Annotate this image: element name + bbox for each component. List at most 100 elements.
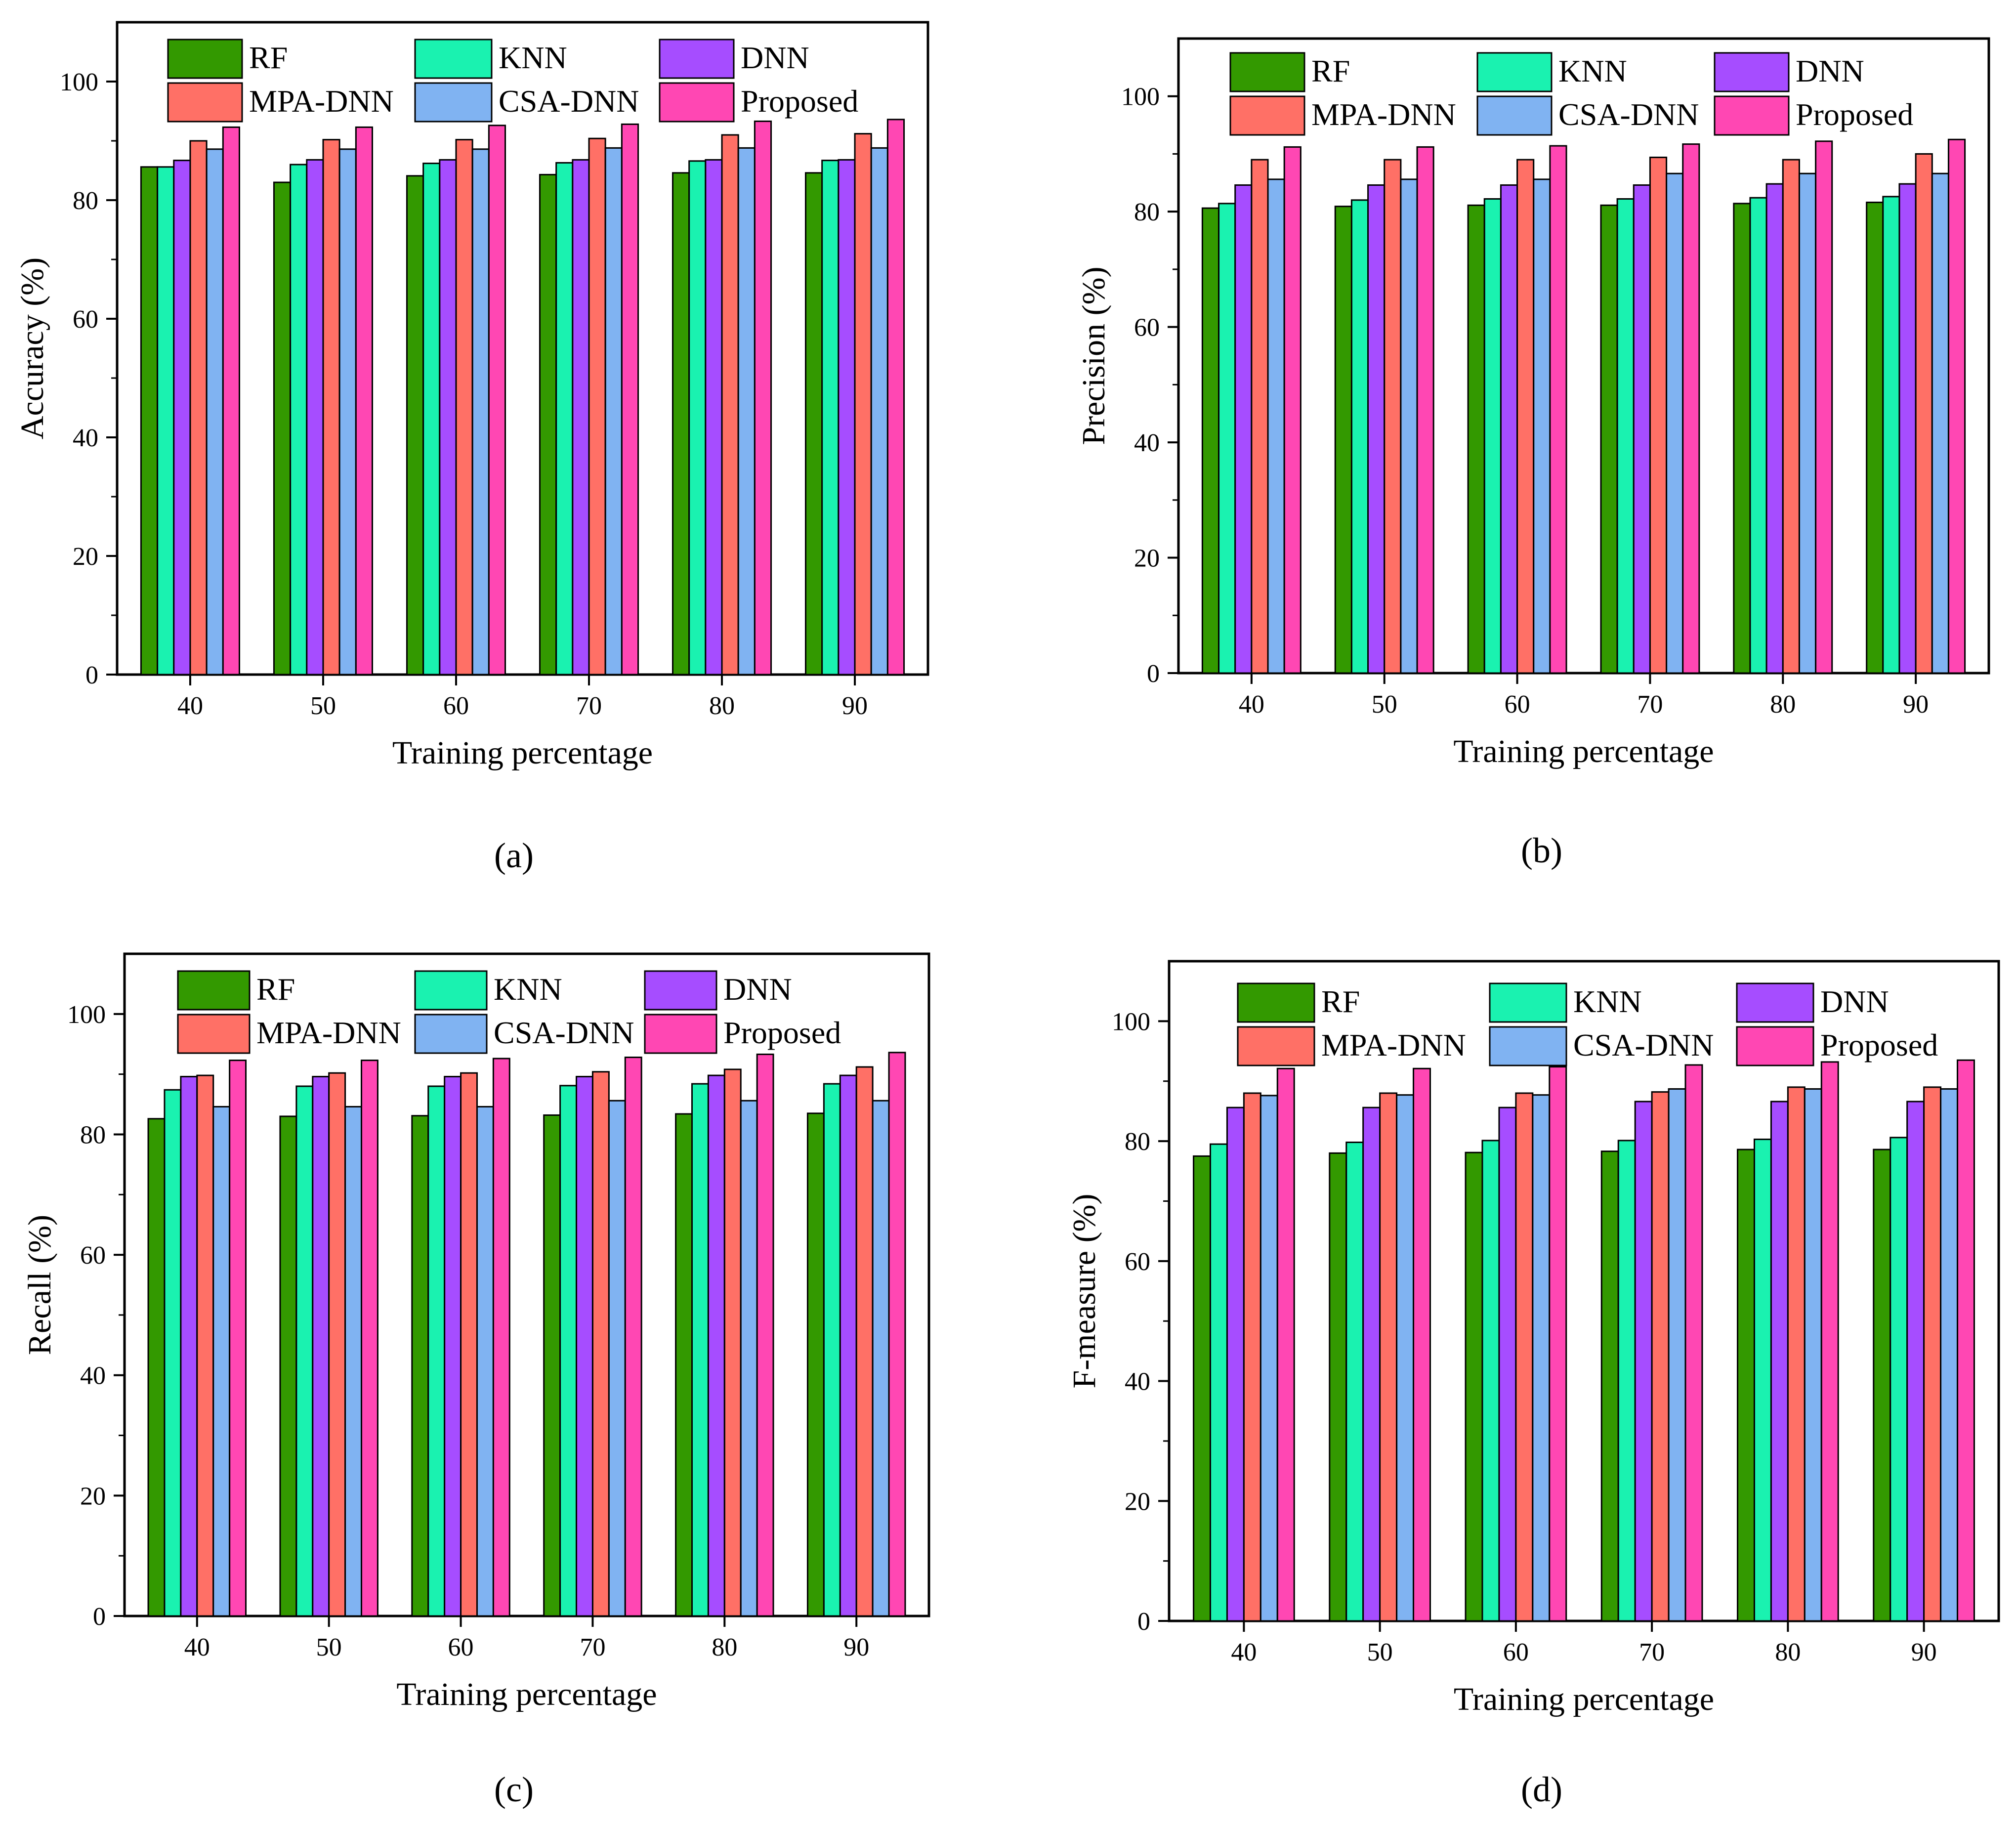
bar-csa-dnn — [1532, 1094, 1551, 1622]
y-tick-label: 0 — [1147, 660, 1160, 688]
bar-mpa-dnn — [855, 1066, 874, 1617]
legend-swatch-mpa-dnn — [167, 82, 243, 123]
bar-knn — [1882, 196, 1900, 674]
y-tick-label: 60 — [80, 1241, 106, 1270]
bar-knn — [164, 1089, 182, 1617]
bar-proposed — [1820, 1061, 1839, 1622]
bar-dnn — [1498, 1106, 1517, 1622]
legend-swatch-knn — [414, 970, 488, 1011]
bar-knn — [1749, 197, 1767, 674]
legend-swatch-rf — [177, 970, 251, 1011]
bar-proposed — [1957, 1059, 1975, 1622]
bar-proposed — [222, 126, 240, 676]
bar-dnn — [1362, 1106, 1381, 1622]
bar-dnn — [180, 1076, 198, 1617]
x-tick-label: 70 — [576, 692, 602, 720]
bar-csa-dnn — [476, 1106, 494, 1617]
legend-swatch-csa-dnn — [414, 1014, 488, 1054]
bar-rf — [1465, 1151, 1483, 1622]
bar-dnn — [312, 1076, 330, 1617]
legend-label-csa-dnn: CSA-DNN — [1573, 1027, 1714, 1063]
legend-swatch-knn — [1476, 52, 1553, 92]
y-tick-label: 0 — [1137, 1608, 1150, 1636]
bar-dnn — [1765, 183, 1784, 674]
bar-dnn — [1367, 184, 1386, 674]
legend-swatch-knn — [414, 39, 493, 79]
bar-rf — [140, 166, 159, 676]
x-axis-title: Training percentage — [1454, 1681, 1714, 1717]
legend-label-dnn: DNN — [1820, 984, 1889, 1019]
legend-swatch-mpa-dnn — [177, 1014, 251, 1054]
bar-dnn — [572, 159, 590, 676]
x-axis-title: Training percentage — [396, 1676, 657, 1712]
bar-csa-dnn — [870, 147, 888, 676]
bar-knn — [1616, 198, 1635, 674]
bar-knn — [1481, 1140, 1500, 1622]
bar-dnn — [173, 160, 191, 676]
y-tick-label: 0 — [85, 661, 98, 689]
bar-csa-dnn — [212, 1106, 231, 1617]
bar-rf — [406, 175, 424, 676]
legend-swatch-csa-dnn — [414, 82, 493, 123]
bar-mpa-dnn — [854, 133, 872, 676]
bar-knn — [427, 1085, 446, 1617]
x-tick-label: 70 — [580, 1633, 605, 1661]
legend-label-proposed: Proposed — [1796, 97, 1913, 132]
bar-mpa-dnn — [1251, 159, 1269, 674]
legend-swatch-rf — [1229, 52, 1305, 92]
y-tick-label: 100 — [1112, 1008, 1150, 1036]
legend-swatch-dnn — [1714, 52, 1790, 92]
bar-csa-dnn — [1804, 1088, 1822, 1622]
x-tick-label: 40 — [1231, 1638, 1257, 1666]
bar-rf — [1737, 1148, 1755, 1622]
y-tick-label: 40 — [73, 424, 98, 452]
bar-dnn — [1633, 184, 1651, 674]
bar-dnn — [306, 159, 324, 676]
panel-caption: (d) — [1521, 1770, 1562, 1809]
x-tick-label: 40 — [177, 692, 203, 720]
legend-label-rf: RF — [1311, 53, 1350, 88]
bar-knn — [821, 160, 840, 676]
bar-rf — [1201, 207, 1220, 674]
y-tick-label: 40 — [1134, 429, 1160, 457]
legend-label-dnn: DNN — [1796, 53, 1864, 88]
legend-swatch-mpa-dnn — [1237, 1026, 1315, 1066]
bar-dnn — [1234, 184, 1253, 674]
bar-mpa-dnn — [1782, 159, 1800, 674]
legend-label-csa-dnn: CSA-DNN — [494, 1015, 634, 1050]
bar-knn — [1218, 203, 1236, 674]
bar-csa-dnn — [1668, 1088, 1686, 1622]
bar-proposed — [754, 120, 772, 676]
x-tick-label: 50 — [1367, 1638, 1393, 1666]
bar-proposed — [1682, 143, 1700, 674]
legend-label-rf: RF — [1321, 984, 1360, 1019]
x-tick-label: 40 — [184, 1633, 210, 1661]
x-tick-label: 60 — [1505, 690, 1530, 719]
bar-csa-dnn — [1400, 178, 1418, 674]
legend-label-dnn: DNN — [723, 972, 792, 1007]
y-tick-label: 80 — [1125, 1128, 1150, 1156]
bar-proposed — [886, 119, 905, 676]
legend-swatch-proposed — [1714, 95, 1790, 136]
legend-label-mpa-dnn: MPA-DNN — [249, 84, 394, 119]
bar-proposed — [229, 1060, 247, 1617]
chart-panel-a: 0 20 40 60 80 100 40 50 60 70 80 90 Training percent… — [14, 21, 929, 875]
bar-mpa-dnn — [1243, 1092, 1261, 1622]
bar-dnn — [1770, 1101, 1789, 1622]
bar-mpa-dnn — [460, 1072, 478, 1617]
y-tick-label: 60 — [1134, 314, 1160, 342]
bar-mpa-dnn — [721, 134, 739, 676]
legend-swatch-proposed — [659, 82, 735, 123]
y-tick-label: 40 — [80, 1362, 106, 1390]
bar-knn — [295, 1085, 314, 1617]
bar-mpa-dnn — [1787, 1086, 1806, 1622]
x-axis-title: Training percentage — [392, 735, 653, 771]
bar-rf — [1467, 204, 1485, 674]
bar-csa-dnn — [471, 148, 490, 676]
legend-swatch-rf — [1237, 982, 1315, 1023]
bar-rf — [279, 1115, 297, 1617]
bar-proposed — [1413, 1067, 1431, 1622]
bar-mpa-dnn — [322, 139, 340, 676]
bar-mpa-dnn — [588, 137, 606, 676]
bar-knn — [1617, 1140, 1636, 1622]
